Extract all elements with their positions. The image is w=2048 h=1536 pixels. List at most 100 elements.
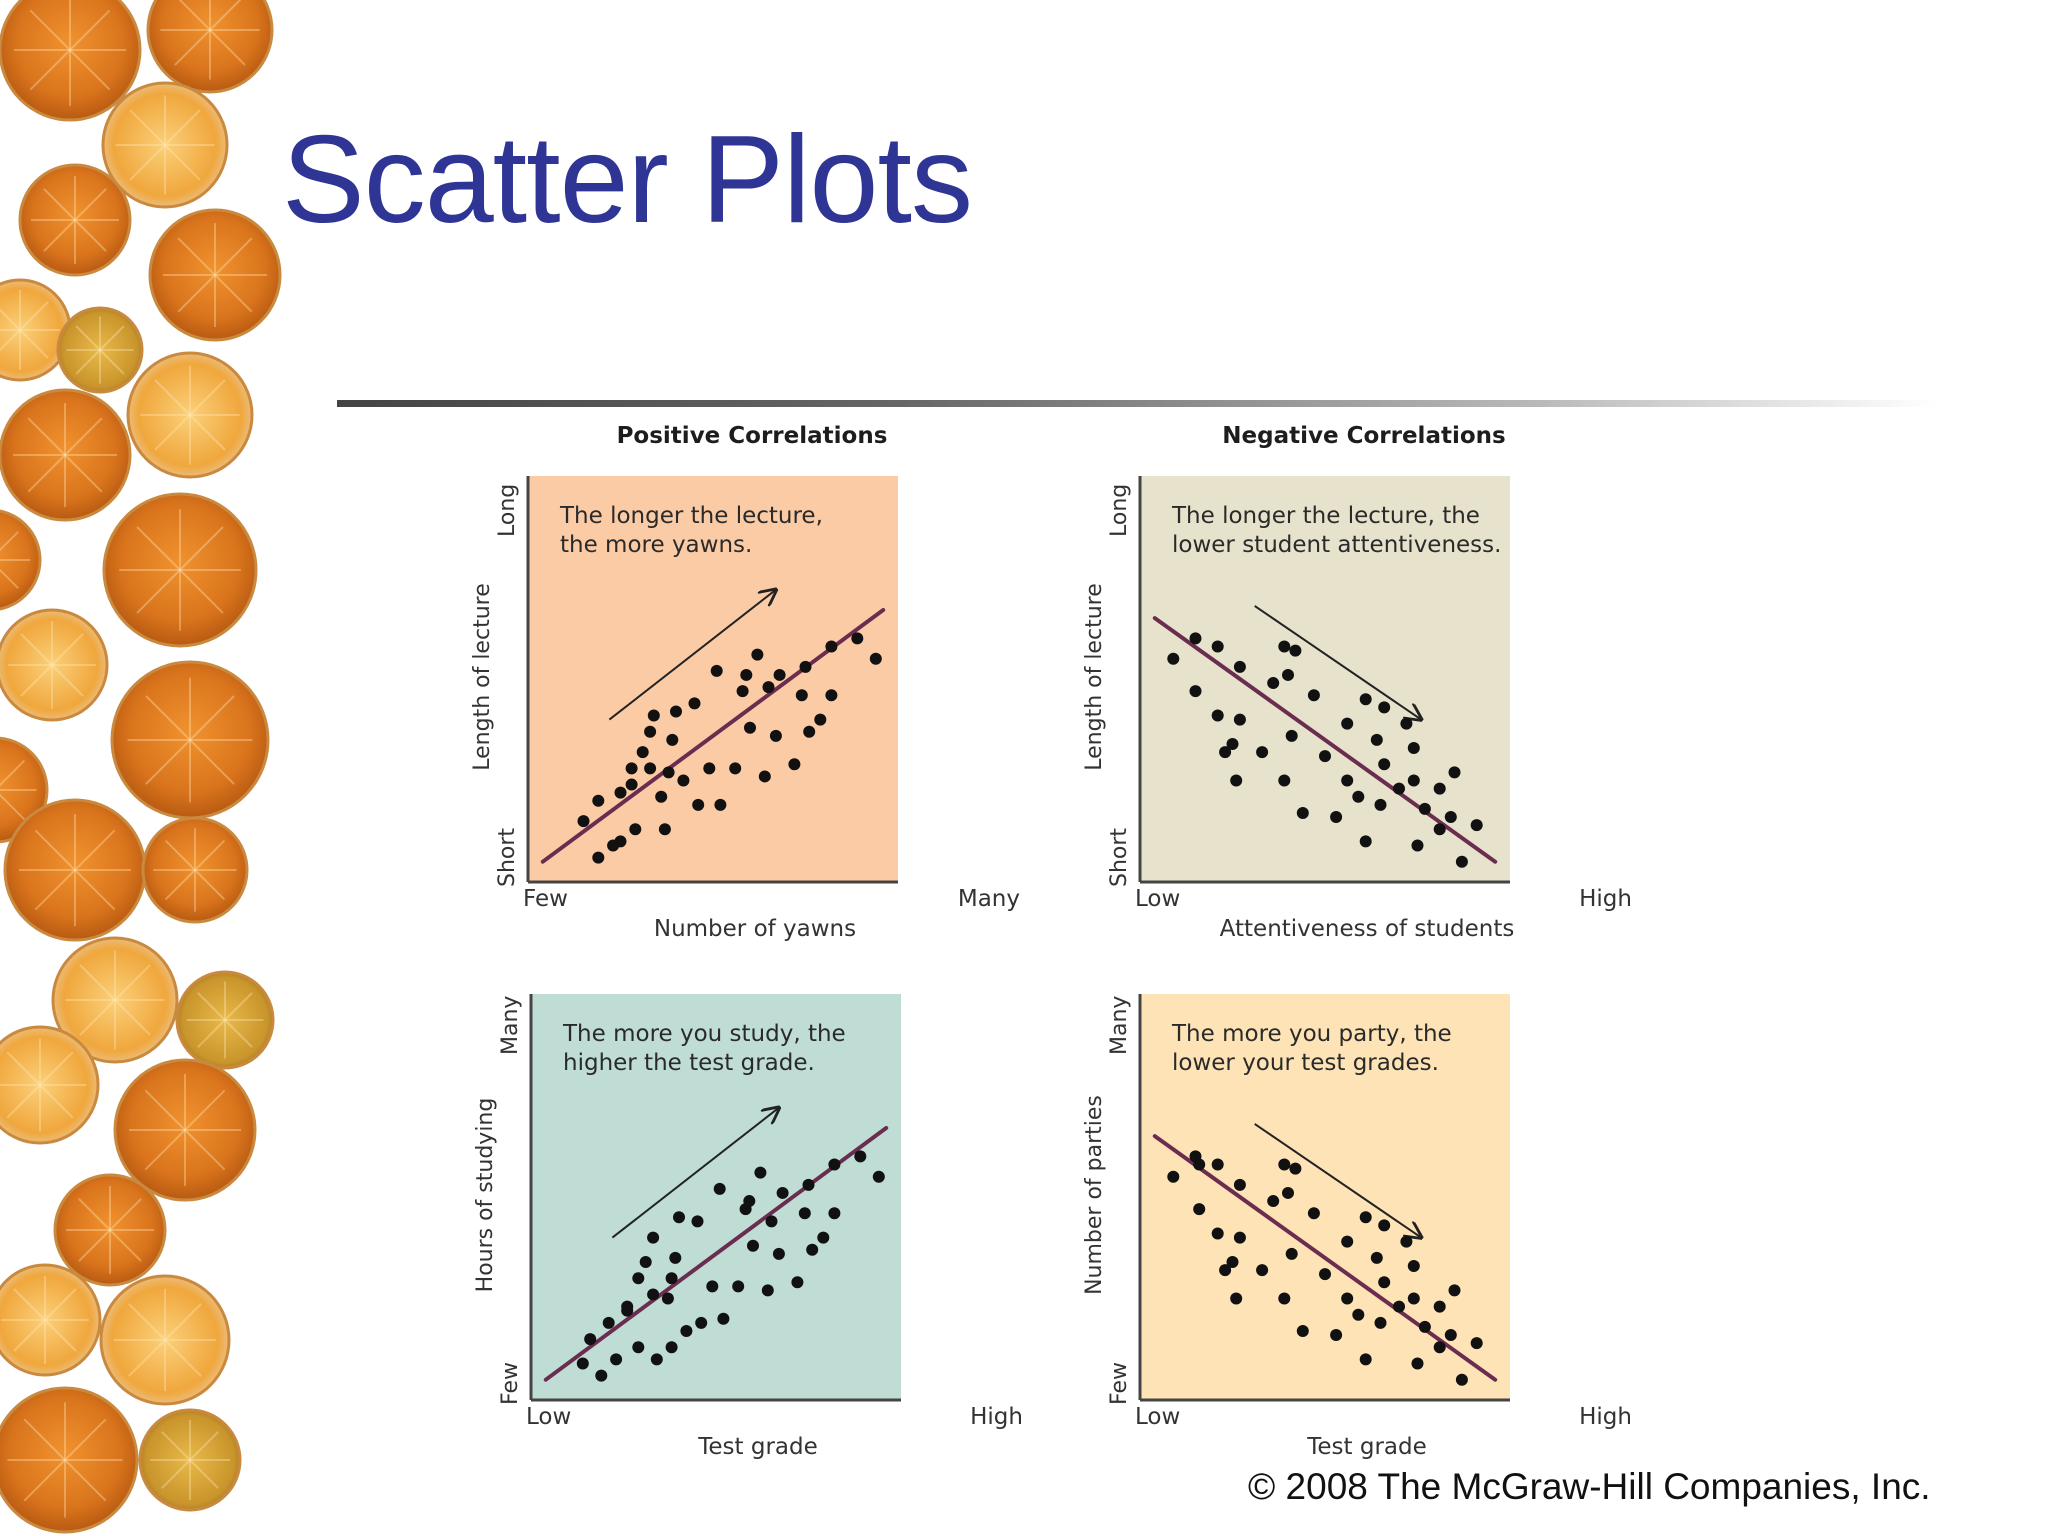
data-point xyxy=(1285,1247,1298,1260)
data-point xyxy=(776,1186,789,1199)
orange-slice xyxy=(51,936,179,1064)
x-tick-low: Few xyxy=(523,886,568,912)
data-point xyxy=(1341,717,1354,730)
data-point xyxy=(1278,774,1291,787)
data-point xyxy=(1289,1162,1302,1175)
orange-slice-segment xyxy=(74,219,107,252)
data-point xyxy=(1400,717,1413,730)
orange-slice-segment xyxy=(99,325,125,351)
orange-slice-segment xyxy=(75,325,101,351)
orange-slice-segment xyxy=(161,1431,191,1461)
x-tick-low: Low xyxy=(1135,1404,1181,1430)
data-point xyxy=(647,1288,660,1301)
y-tick-high: Many xyxy=(1107,995,1132,1055)
orange-slice-segment xyxy=(34,869,76,911)
orange-slice-segment xyxy=(164,109,201,146)
orange-slice-segment xyxy=(74,829,116,871)
data-point xyxy=(713,1182,726,1195)
orange-slice-body xyxy=(0,1386,139,1534)
plot-background xyxy=(531,994,901,1400)
orange-slice-segment xyxy=(164,839,196,871)
orange-slice-segment xyxy=(189,739,235,785)
data-point xyxy=(669,1251,682,1264)
orange-slice-body xyxy=(138,1408,242,1512)
data-point xyxy=(1407,774,1420,787)
orange-slice xyxy=(0,0,142,122)
data-point xyxy=(1282,668,1294,681)
orange-slice-segment xyxy=(128,1339,166,1377)
orange-slice-segment xyxy=(0,568,19,589)
orange-slice-segment xyxy=(194,839,226,871)
data-point xyxy=(1256,746,1269,759)
data-point xyxy=(625,778,638,791)
data-point xyxy=(1189,632,1202,645)
data-point xyxy=(799,660,812,673)
y-tick-low: Few xyxy=(1107,1362,1132,1405)
data-point xyxy=(1370,733,1383,746)
data-point xyxy=(1352,790,1365,803)
orange-slice-segment xyxy=(109,1229,142,1262)
chart-note-line-1: The more you study, the xyxy=(563,1021,846,1047)
orange-slice-segment xyxy=(129,144,166,181)
data-point xyxy=(1230,774,1243,787)
orange-slice xyxy=(18,163,132,277)
direction-arrow xyxy=(1254,605,1422,720)
orange-slice-segment xyxy=(0,308,21,331)
data-point xyxy=(814,713,827,726)
data-point xyxy=(1267,677,1280,690)
data-point xyxy=(673,1211,685,1224)
orange-slice-segment xyxy=(74,188,107,221)
y-tick-high: Long xyxy=(1107,483,1132,537)
orange-slice-segment xyxy=(19,329,49,359)
chart-note-line-1: The more you party, the xyxy=(1172,1021,1452,1047)
orange-slice xyxy=(138,1408,242,1512)
data-point xyxy=(740,668,753,681)
data-point xyxy=(1400,1235,1413,1248)
scatter-chart-attentiveness: The longer the lecture, the lower studen… xyxy=(1067,462,1667,972)
data-point xyxy=(747,1239,759,1252)
negative-correlations-heading: Negative Correlations xyxy=(1222,423,1506,449)
data-point xyxy=(647,709,660,722)
data-point xyxy=(1378,758,1391,771)
data-point xyxy=(1359,693,1372,706)
orange-slice-segment xyxy=(43,219,76,252)
orange-slice xyxy=(0,608,109,722)
orange-slice-segment xyxy=(136,569,181,614)
data-point xyxy=(1341,1235,1354,1248)
data-point xyxy=(1233,713,1246,726)
orange-slice-segment xyxy=(64,1459,107,1502)
orange-slice-segment xyxy=(78,1229,111,1262)
orange-slice-segment xyxy=(164,144,201,181)
x-tick-low: Low xyxy=(526,1404,572,1430)
data-point xyxy=(614,835,627,848)
data-point xyxy=(1374,1316,1387,1329)
data-point xyxy=(621,1304,634,1317)
orange-slice xyxy=(0,509,42,611)
orange-slice-body xyxy=(146,0,274,94)
orange-slice-body xyxy=(126,351,254,479)
data-point xyxy=(817,1231,830,1244)
orange-slice-body xyxy=(56,306,144,394)
orange-slice xyxy=(126,351,254,479)
orange-slice-segment xyxy=(197,992,226,1021)
data-point xyxy=(743,1195,756,1208)
orange-slice xyxy=(146,0,274,94)
data-point xyxy=(1193,1203,1206,1216)
data-point xyxy=(1319,1268,1331,1281)
data-point xyxy=(662,766,675,779)
orange-slice-segment xyxy=(79,999,116,1036)
orange-slice-segment xyxy=(69,9,111,51)
orange-slice-segment xyxy=(109,1198,142,1231)
positive-correlations-heading: Positive Correlations xyxy=(616,423,888,449)
orange-slice-segment xyxy=(154,414,191,451)
orange-slice-segment xyxy=(29,9,71,51)
data-point xyxy=(1411,839,1424,852)
data-point xyxy=(1307,1207,1320,1220)
orange-slice-segment xyxy=(39,1051,74,1086)
title-divider xyxy=(337,400,1937,407)
orange-slice-segment xyxy=(27,417,66,456)
orange-slice-segment xyxy=(161,1459,191,1489)
x-tick-high: High xyxy=(1579,886,1632,912)
data-point xyxy=(828,1158,841,1171)
orange-slice-segment xyxy=(6,1051,41,1086)
